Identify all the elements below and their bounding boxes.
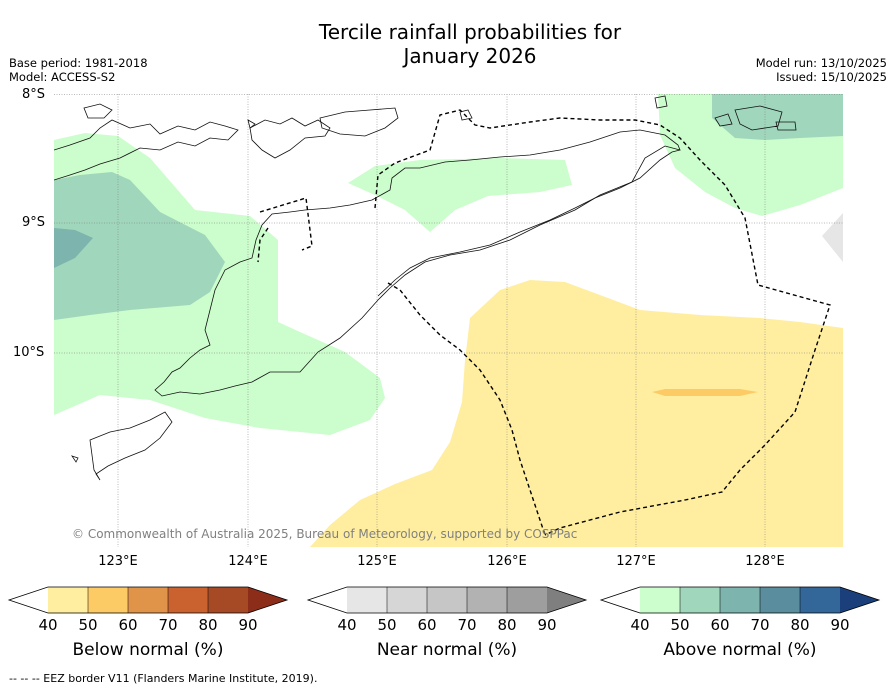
colorbar-near-segment bbox=[387, 587, 427, 613]
chart-title: Tercile rainfall probabilities for Janua… bbox=[0, 20, 896, 68]
colorbar-below-extend-high bbox=[248, 587, 287, 613]
colorbar-below-outline bbox=[7, 586, 289, 614]
copyright-notice: © Commonwealth of Australia 2025, Bureau… bbox=[72, 527, 578, 541]
colorbar-above-extend-low bbox=[601, 587, 640, 613]
colorbar-near-tick: 50 bbox=[377, 616, 397, 634]
colorbar-above-tick: 60 bbox=[710, 616, 730, 634]
colorbar-above-tick: 50 bbox=[670, 616, 690, 634]
title-line-1: Tercile rainfall probabilities for bbox=[318, 20, 622, 44]
colorbar-below-tick: 50 bbox=[78, 616, 98, 634]
colorbar-below-tick: 90 bbox=[238, 616, 258, 634]
colorbar-below-tick: 80 bbox=[198, 616, 218, 634]
base-period: Base period: 1981-2018 bbox=[9, 56, 148, 70]
below-normal-50-region bbox=[652, 389, 758, 396]
colorbar-near-segment bbox=[467, 587, 507, 613]
above-normal-60-west bbox=[54, 228, 93, 268]
lat-label-9s: 9°S bbox=[22, 215, 46, 230]
colorbar-near-extend-low bbox=[308, 587, 347, 613]
colorbar-below-extend-low bbox=[9, 587, 48, 613]
colorbar-below-segment bbox=[88, 587, 128, 613]
colorbar-above-tick: 40 bbox=[630, 616, 650, 634]
colorbar-above-tick: 70 bbox=[750, 616, 770, 634]
colorbar-title-below: Below normal (%) bbox=[72, 640, 224, 660]
lon-label-123e: 123°E bbox=[98, 554, 138, 569]
colorbar-above-segment bbox=[800, 587, 840, 613]
coast-timor bbox=[154, 129, 681, 397]
colorbar-below-tick: 60 bbox=[118, 616, 138, 634]
colorbar-near-segment bbox=[347, 587, 387, 613]
meta-left: Base period: 1981-2018 Model: ACCESS-S2 bbox=[9, 56, 148, 84]
eez-border bbox=[257, 109, 831, 536]
above-normal-50-west bbox=[54, 172, 225, 320]
coast-wetar bbox=[319, 107, 399, 137]
colorbar-above-extend-high bbox=[840, 587, 879, 613]
colorbar-title-near: Near normal (%) bbox=[376, 640, 518, 660]
lon-label-127e: 127°E bbox=[616, 554, 656, 569]
colorbar-near-tick: 80 bbox=[497, 616, 517, 634]
model-name: Model: ACCESS-S2 bbox=[9, 70, 116, 84]
colorbar-above-segment bbox=[640, 587, 680, 613]
colorbar-above-outline bbox=[599, 586, 881, 614]
colorbar-below-segment bbox=[168, 587, 208, 613]
colorbar-near-extend-high bbox=[547, 587, 586, 613]
model-run: Model run: 13/10/2025 bbox=[755, 56, 887, 70]
colorbar-above-segment bbox=[680, 587, 720, 613]
colorbar-above-tick: 80 bbox=[790, 616, 810, 634]
lat-label-8s: 8°S bbox=[22, 87, 46, 102]
coast-flores bbox=[54, 119, 239, 181]
issued-date: Issued: 15/10/2025 bbox=[776, 70, 887, 84]
colorbar-above-segment bbox=[720, 587, 760, 613]
colorbar-near-tick: 60 bbox=[417, 616, 437, 634]
colorbar-near-segment bbox=[427, 587, 467, 613]
colorbar-below-segment bbox=[128, 587, 168, 613]
title-line-2: January 2026 bbox=[403, 44, 537, 68]
lon-label-128e: 128°E bbox=[745, 554, 785, 569]
meta-right: Model run: 13/10/2025 Issued: 15/10/2025 bbox=[756, 56, 887, 84]
colorbar-above-segment bbox=[760, 587, 800, 613]
lon-label-124e: 124°E bbox=[228, 554, 268, 569]
coast-rote bbox=[89, 411, 173, 481]
above-normal-40-central bbox=[348, 158, 572, 232]
eez-footnote: -- -- -- EEZ border V11 (Flanders Marine… bbox=[9, 672, 318, 685]
near-normal-40-region bbox=[822, 213, 843, 262]
coast-savu bbox=[71, 455, 79, 463]
colorbar-near-tick: 90 bbox=[537, 616, 557, 634]
colorbar-below-segment bbox=[48, 587, 88, 613]
lat-label-10s: 10°S bbox=[13, 345, 45, 360]
colorbar-above-tick: 90 bbox=[830, 616, 850, 634]
colorbar-title-above: Above normal (%) bbox=[663, 640, 817, 660]
coastlines bbox=[54, 95, 797, 481]
lon-label-126e: 126°E bbox=[487, 554, 527, 569]
colorbar-below-tick: 40 bbox=[38, 616, 58, 634]
coast-timor-south bbox=[377, 149, 681, 297]
colorbar-below-segment bbox=[208, 587, 248, 613]
colorbar-near-tick: 40 bbox=[337, 616, 357, 634]
coast-small-islands bbox=[83, 95, 797, 131]
gridlines bbox=[54, 94, 843, 547]
coast-alor bbox=[249, 117, 331, 159]
colorbar-below-tick: 70 bbox=[158, 616, 178, 634]
lon-label-125e: 125°E bbox=[357, 554, 397, 569]
colorbar-near-segment bbox=[507, 587, 547, 613]
colorbar-near-tick: 70 bbox=[457, 616, 477, 634]
above-normal-50-east bbox=[712, 94, 843, 140]
below-normal-40-region bbox=[310, 280, 843, 547]
colorbar-near-outline bbox=[306, 586, 588, 614]
